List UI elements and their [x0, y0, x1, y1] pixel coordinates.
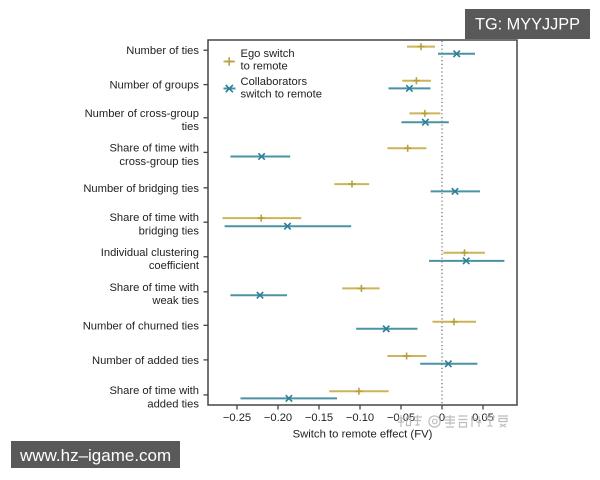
- svg-text:−0.10: −0.10: [346, 412, 374, 424]
- svg-text:Share of time with: Share of time with: [109, 212, 199, 224]
- svg-text:weak ties: weak ties: [151, 295, 199, 307]
- svg-text:Share of time with: Share of time with: [109, 282, 199, 294]
- svg-text:Number of bridging ties: Number of bridging ties: [83, 183, 199, 195]
- svg-text:ties: ties: [182, 121, 200, 133]
- svg-text:0: 0: [439, 412, 445, 424]
- svg-text:cross-group ties: cross-group ties: [119, 156, 199, 168]
- svg-text:www.hz–igame.com: www.hz–igame.com: [19, 446, 171, 465]
- svg-text:−0.15: −0.15: [305, 412, 333, 424]
- svg-text:Individual clustering: Individual clustering: [101, 247, 199, 259]
- svg-text:Number of groups: Number of groups: [109, 79, 199, 91]
- svg-text:to remote: to remote: [241, 61, 288, 73]
- svg-text:−0.25: −0.25: [223, 412, 251, 424]
- svg-text:Share of time with: Share of time with: [109, 385, 199, 397]
- svg-text:−0.20: −0.20: [264, 412, 292, 424]
- svg-text:Number of ties: Number of ties: [126, 45, 199, 57]
- svg-text:Number of cross-group: Number of cross-group: [85, 108, 199, 120]
- svg-text:Ego switch: Ego switch: [241, 48, 295, 60]
- svg-text:Number of added ties: Number of added ties: [92, 355, 199, 367]
- svg-text:Collaborators: Collaborators: [241, 76, 308, 88]
- svg-text:TG: MYYJJPP: TG: MYYJJPP: [475, 16, 580, 34]
- svg-text:switch to remote: switch to remote: [241, 89, 322, 101]
- svg-text:bridging ties: bridging ties: [139, 226, 200, 238]
- svg-text:added ties: added ties: [147, 399, 199, 411]
- svg-text:0.05: 0.05: [472, 412, 494, 424]
- svg-text:Switch to remote effect (FV): Switch to remote effect (FV): [293, 429, 433, 441]
- svg-text:Share of time with: Share of time with: [109, 142, 199, 154]
- svg-text:Number of churned ties: Number of churned ties: [83, 320, 200, 332]
- svg-text:coefficient: coefficient: [149, 260, 200, 272]
